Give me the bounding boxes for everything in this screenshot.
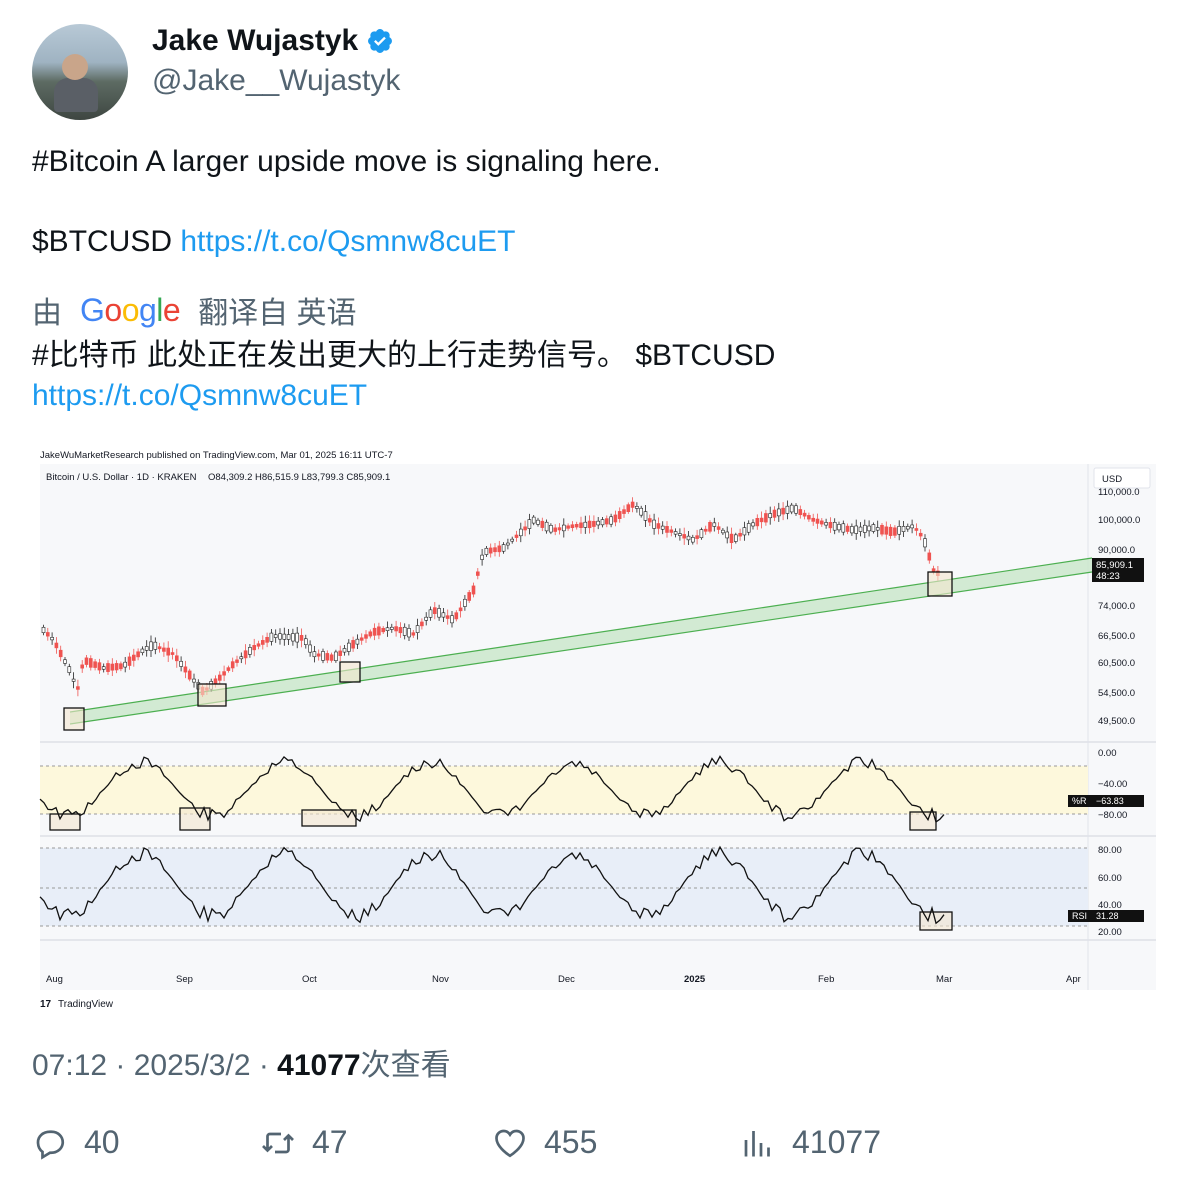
x-tick-7: Mar	[936, 974, 952, 985]
price-tick-0: 110,000.0	[1098, 487, 1140, 498]
translated-from-label: 翻译自 英语	[198, 297, 357, 330]
tweet-line-2: $BTCUSD https://t.co/Qsmnw8cuET	[32, 222, 1162, 262]
retweet-icon	[262, 1132, 294, 1153]
author-avatar[interactable]	[32, 24, 128, 120]
rsi-value: 31.28	[1096, 911, 1119, 921]
williams-r-line	[39, 755, 945, 823]
author-name[interactable]: Jake Wujastyk	[152, 24, 359, 57]
action-bar: 40 47 455 41077	[0, 1124, 1196, 1174]
chart-publisher: JakeWuMarketResearch published on Tradin…	[40, 450, 393, 461]
price-tick-5: 60,500.0	[1098, 658, 1135, 669]
translated-link[interactable]: https://t.co/Qsmnw8cuET	[32, 379, 368, 412]
trend-channel	[70, 558, 1092, 724]
view-label: 次查看	[360, 1049, 451, 1082]
rsi-axis: 80.00 60.00 40.00 20.00	[1098, 845, 1122, 938]
price-tick-3: 74,000.0	[1098, 601, 1135, 612]
verified-badge-icon	[368, 29, 393, 53]
last-price: 85,909.1	[1096, 560, 1133, 571]
price-tick-4: 66,500.0	[1098, 631, 1135, 642]
tradingview-logo-icon: 17	[40, 999, 52, 1010]
rsi-band	[40, 848, 1088, 926]
x-tick-4: Dec	[558, 974, 575, 985]
tradingview-chart: JakeWuMarketResearch published on Tradin…	[32, 440, 1164, 1020]
x-tick-3: Nov	[432, 974, 449, 985]
view-count: 41077	[277, 1049, 361, 1082]
reply-icon	[36, 1129, 65, 1160]
x-tick-2: Oct	[302, 974, 317, 985]
tweet-link[interactable]: https://t.co/Qsmnw8cuET	[180, 225, 516, 258]
wr-label: %R	[1072, 796, 1087, 806]
tweet-text: #Bitcoin A larger upside move is signali…	[32, 142, 1162, 262]
rsi-tick-3: 20.00	[1098, 927, 1122, 938]
rsi-tick-0: 80.00	[1098, 845, 1122, 856]
time-axis: Aug Sep Oct Nov Dec 2025 Feb Mar Apr	[46, 974, 1081, 985]
tweet-line-1: #Bitcoin A larger upside move is signali…	[32, 145, 661, 178]
price-axis: 110,000.0 100,000.0 90,000.0 74,000.0 66…	[1098, 487, 1140, 727]
google-logo: Google	[80, 291, 181, 328]
price-tick-1: 100,000.0	[1098, 515, 1140, 526]
author-handle[interactable]: @Jake__Wujastyk	[152, 64, 401, 97]
price-tick-6: 54,500.0	[1098, 688, 1135, 699]
cashtag-text: $BTCUSD	[32, 225, 181, 258]
wr-band	[40, 766, 1088, 814]
retweet-button[interactable]: 47	[260, 1124, 348, 1161]
heart-icon	[495, 1129, 525, 1157]
translated-line: #比特币 此处正在发出更大的上行走势信号。 $BTCUSD	[32, 339, 776, 372]
wr-tick-0: 0.00	[1098, 748, 1117, 759]
wr-tick-2: −80.00	[1098, 810, 1127, 821]
rsi-label: RSI	[1072, 911, 1087, 921]
like-button[interactable]: 455	[492, 1124, 597, 1161]
x-tick-0: Aug	[46, 974, 63, 985]
translated-text: #比特币 此处正在发出更大的上行走势信号。 $BTCUSD https://t.…	[32, 336, 1162, 416]
wr-value: −63.83	[1096, 796, 1124, 806]
tweet-meta: 07:12 · 2025/3/2 · 41077次查看	[32, 1040, 451, 1084]
chart-symbol: Bitcoin / U.S. Dollar · 1D · KRAKEN	[46, 472, 197, 483]
reply-button[interactable]: 40	[32, 1124, 120, 1161]
retweet-count: 47	[312, 1124, 348, 1160]
translation-attribution[interactable]: 由 Google 翻译自 英语	[32, 288, 357, 332]
currency-label: USD	[1102, 474, 1122, 485]
x-tick-6: Feb	[818, 974, 834, 985]
x-tick-5: 2025	[684, 974, 706, 985]
analytics-icon	[744, 1130, 770, 1156]
tweet-timestamp[interactable]: 07:12 · 2025/3/2 ·	[32, 1049, 278, 1082]
like-count: 455	[544, 1124, 598, 1160]
chart-ohlc: O84,309.2 H86,515.9 L83,799.3 C85,909.1	[208, 472, 390, 483]
author-name-row[interactable]: Jake Wujastyk	[152, 24, 394, 58]
views-count: 41077	[792, 1124, 881, 1160]
rsi-tick-1: 60.00	[1098, 873, 1122, 884]
wr-tick-1: −40.00	[1098, 779, 1127, 790]
reply-count: 40	[84, 1124, 120, 1160]
wr-axis: 0.00 −40.00 −80.00	[1098, 748, 1127, 821]
x-tick-1: Sep	[176, 974, 193, 985]
countdown: 48:23	[1096, 571, 1120, 582]
rsi-tick-2: 40.00	[1098, 900, 1122, 911]
views-button[interactable]: 41077	[740, 1124, 881, 1161]
tradingview-brand: TradingView	[58, 999, 114, 1010]
price-tick-7: 49,500.0	[1098, 716, 1135, 727]
rsi-line	[39, 845, 945, 925]
last-price-tag	[1092, 558, 1144, 582]
translated-by-label: 由	[32, 297, 62, 330]
x-tick-8: Apr	[1066, 974, 1081, 985]
avatar-figure	[54, 78, 98, 112]
price-tick-2: 90,000.0	[1098, 545, 1135, 556]
avatar-head	[62, 54, 88, 80]
chart-image[interactable]: JakeWuMarketResearch published on Tradin…	[32, 440, 1164, 1020]
touch-boxes	[49, 571, 953, 931]
